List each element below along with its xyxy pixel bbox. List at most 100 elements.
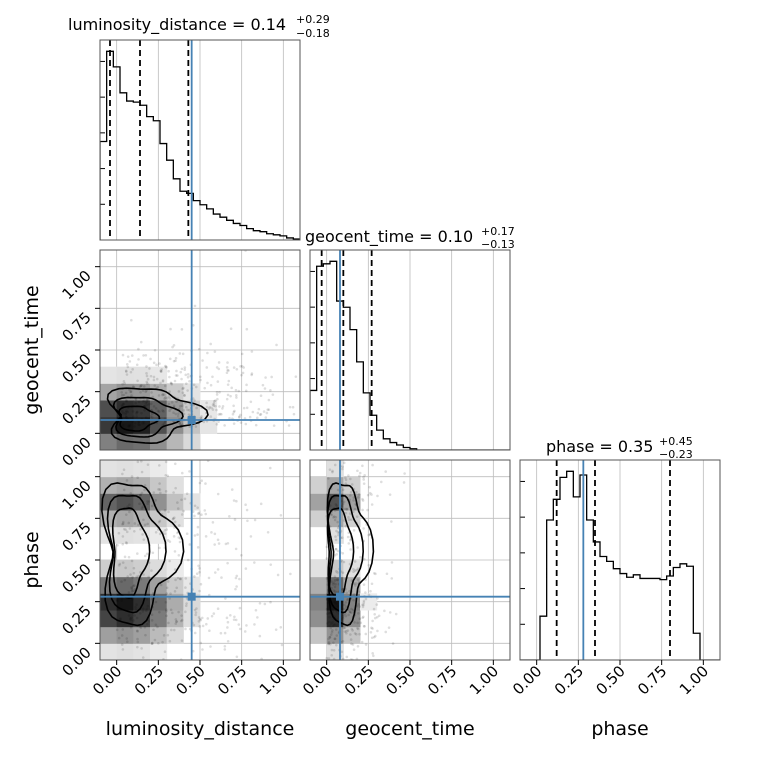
scatter-point	[350, 611, 353, 615]
scatter-point	[187, 413, 191, 416]
scatter-point	[341, 657, 345, 660]
scatter-point	[259, 394, 263, 398]
scatter-point	[294, 375, 298, 378]
scatter-point	[372, 607, 376, 611]
scatter-point	[135, 410, 139, 414]
scatter-point	[356, 626, 359, 630]
scatter-point	[245, 406, 249, 410]
scatter-point	[352, 570, 355, 574]
scatter-point	[145, 607, 149, 611]
scatter-point	[188, 408, 191, 412]
scatter-point	[364, 643, 368, 646]
scatter-point	[150, 412, 154, 416]
scatter-point	[372, 635, 376, 639]
scatter-point	[333, 637, 337, 641]
scatter-point	[125, 370, 128, 373]
scatter-point	[212, 400, 216, 403]
density-cell	[100, 460, 118, 478]
scatter-point	[274, 628, 278, 631]
scatter-point	[138, 612, 142, 615]
scatter-point	[126, 355, 130, 358]
scatter-point	[219, 631, 223, 635]
scatter-point	[167, 402, 171, 406]
scatter-point	[333, 463, 337, 467]
density-cell	[166, 593, 184, 611]
scatter-point	[226, 383, 230, 386]
scatter-point	[348, 562, 352, 566]
scatter-point	[125, 409, 128, 413]
scatter-point	[159, 369, 163, 373]
scatter-point	[117, 636, 121, 640]
scatter-point	[372, 654, 375, 658]
scatter-point	[327, 642, 331, 645]
scatter-point	[254, 423, 258, 427]
scatter-point	[268, 466, 272, 470]
title-luminosity-distance: luminosity_distance = 0.14 +0.29 −0.18	[68, 13, 330, 40]
scatter-point	[329, 626, 333, 630]
density-cell	[310, 626, 328, 644]
scatter-point	[123, 382, 126, 385]
scatter-point	[225, 371, 229, 375]
scatter-point	[266, 530, 270, 534]
scatter-point	[244, 389, 248, 393]
scatter-point	[361, 464, 364, 468]
scatter-point	[156, 625, 159, 629]
density-cell	[116, 400, 134, 418]
scatter-point	[388, 493, 392, 496]
scatter-point	[210, 614, 214, 618]
scatter-point	[133, 421, 137, 425]
density-cell	[133, 510, 151, 528]
scatter-point	[238, 606, 242, 610]
scatter-point	[126, 410, 129, 414]
scatter-point	[131, 410, 135, 413]
scatter-point	[150, 416, 154, 419]
scatter-point	[167, 510, 170, 514]
scatter-point	[158, 519, 162, 523]
scatter-point	[335, 624, 338, 627]
density-cell	[166, 576, 184, 594]
scatter-point	[329, 642, 332, 646]
density-cell	[166, 493, 184, 511]
scatter-point	[224, 597, 227, 600]
scatter-point	[199, 618, 203, 622]
title-text: luminosity_distance = 0.14	[68, 15, 286, 35]
scatter-point	[204, 622, 208, 626]
scatter-point	[132, 385, 135, 388]
scatter-point	[340, 618, 344, 621]
scatter-point	[139, 493, 142, 497]
scatter-point	[335, 552, 339, 556]
scatter-point	[191, 649, 195, 653]
scatter-point	[357, 493, 361, 496]
scatter-point	[358, 605, 362, 608]
title-text: geocent_time = 0.10	[305, 227, 473, 247]
scatter-point	[139, 390, 142, 394]
scatter-point	[249, 535, 253, 538]
scatter-point	[129, 390, 132, 394]
scatter-point	[164, 364, 167, 368]
scatter-point	[130, 318, 133, 322]
scatter-point	[168, 390, 171, 393]
scatter-point	[129, 618, 133, 622]
scatter-point	[356, 469, 359, 473]
scatter-point	[207, 407, 211, 410]
scatter-point	[199, 378, 202, 382]
scatter-point	[226, 541, 230, 545]
scatter-point	[127, 555, 131, 559]
scatter-point	[339, 677, 342, 680]
scatter-point	[140, 470, 144, 474]
scatter-point	[226, 561, 229, 565]
scatter-point	[402, 481, 406, 484]
scatter-point	[200, 479, 204, 482]
scatter-point	[151, 551, 155, 555]
scatter-point	[235, 655, 239, 659]
scatter-point	[358, 632, 361, 636]
scatter-point	[174, 622, 178, 625]
scatter-point	[215, 366, 219, 369]
scatter-point	[333, 575, 337, 578]
scatter-point	[333, 509, 337, 512]
scatter-point	[334, 582, 337, 586]
scatter-point	[245, 327, 249, 331]
density-cell	[133, 643, 151, 660]
scatter-point	[144, 633, 147, 637]
scatter-point	[129, 390, 133, 393]
